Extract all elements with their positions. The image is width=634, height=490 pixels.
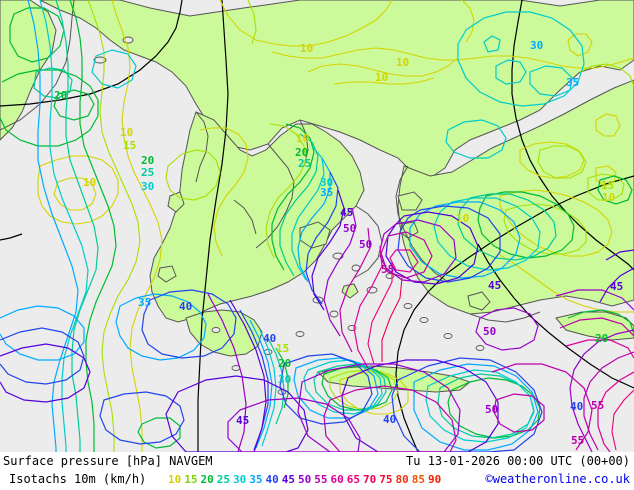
contour-label: 55: [571, 434, 584, 447]
contour-label: 10: [296, 132, 309, 145]
national-border-group: [0, 0, 634, 452]
contour-label: 40: [570, 400, 583, 413]
isotach-color-scale[interactable]: 10 15 20 25 30 35 40 45 50 55 60 65 70 75 80 85 90: [168, 473, 444, 486]
border-line-6: [0, 233, 23, 241]
scale-entry-50[interactable]: 50: [298, 473, 312, 486]
scale-entry-55[interactable]: 55: [314, 473, 328, 486]
scale-entry-65[interactable]: 65: [346, 473, 360, 486]
scale-entry-45[interactable]: 45: [281, 473, 295, 486]
contour-label: 30: [141, 180, 154, 193]
border-line-1: [0, 0, 183, 107]
island-kefalonia: [157, 265, 177, 283]
contour-label: 45: [236, 414, 249, 427]
product-subtitle: Isotachs 10m (km/h): [9, 472, 147, 486]
scale-entry-80[interactable]: 80: [395, 473, 409, 486]
contour-label: 35: [138, 296, 151, 309]
scale-entry-15[interactable]: 15: [184, 473, 198, 486]
scale-entry-20[interactable]: 20: [200, 473, 214, 486]
land-cyprus: [555, 311, 634, 341]
contour-label: 40: [179, 300, 192, 313]
valid-time: Tu 13-01-2026 00:00 UTC (00+00): [406, 454, 630, 468]
contour-label: 10: [456, 212, 469, 225]
isotach-30-group: [39, 0, 585, 452]
contour-label: 40: [263, 332, 276, 345]
island-corfu: [167, 191, 185, 213]
isotach-40-group: [0, 171, 543, 452]
contour-label: 25: [298, 157, 311, 170]
isotach-70-group: [381, 277, 403, 362]
contour-label: 15: [601, 179, 614, 192]
contour-label: 10: [375, 71, 388, 84]
contour-label: 35: [320, 186, 333, 199]
island-lesvos: [397, 191, 423, 211]
contour-label: 20: [278, 357, 291, 370]
contour-label: 10: [120, 126, 133, 139]
contour-label: 20: [141, 154, 154, 167]
contour-label: 10: [300, 42, 313, 55]
product-title: Surface pressure [hPa] NAVGEM: [3, 454, 213, 468]
contour-label: 35: [566, 76, 579, 89]
scale-entry-10[interactable]: 10: [168, 473, 182, 486]
border-line-2: [197, 0, 229, 452]
contour-label: 30: [320, 176, 333, 189]
map-footer: Surface pressure [hPa] NAVGEM Tu 13-01-2…: [0, 452, 634, 490]
scale-entry-30[interactable]: 30: [233, 473, 247, 486]
contour-label: 10: [396, 56, 409, 69]
footer-row-scale: Isotachs 10m (km/h) 10 15 20 25 30 35 40 45 50 55…: [0, 470, 634, 489]
weather-map-canvas[interactable]: 20 10 15 20 25 30 10 10 10 10 20 25 10 3…: [0, 0, 634, 452]
isotach-65-group: [367, 262, 634, 451]
contour-label: 45: [610, 280, 623, 293]
contour-label: 50: [359, 238, 372, 251]
contour-label: 20: [595, 332, 608, 345]
contour-label: 55: [381, 263, 394, 276]
contour-label: 25: [141, 166, 154, 179]
contour-label: 45: [340, 206, 353, 219]
isotach-50-group: [207, 207, 634, 452]
isotach-contour-svg: 20 10 15 20 25 30 10 10 10 10 20 25 10 3…: [0, 0, 634, 452]
contour-label: 50: [483, 325, 496, 338]
scale-entry-70[interactable]: 70: [363, 473, 377, 486]
isotach-20-group: [0, 0, 634, 452]
border-line-3: [511, 0, 634, 271]
footer-row-title: Surface pressure [hPa] NAVGEM Tu 13-01-2…: [0, 452, 634, 471]
contour-label: 50: [485, 403, 498, 416]
copyright-link[interactable]: ©weatheronline.co.uk: [485, 472, 631, 486]
isotach-55-group: [323, 227, 634, 452]
contour-label: 30: [530, 39, 543, 52]
scale-entry-60[interactable]: 60: [330, 473, 344, 486]
scale-entry-75[interactable]: 75: [379, 473, 393, 486]
contour-label: 50: [343, 222, 356, 235]
contour-label: 40: [383, 413, 396, 426]
contour-label: 15: [276, 342, 289, 355]
isotach-60-group: [353, 245, 634, 452]
scale-entry-85[interactable]: 85: [411, 473, 425, 486]
contour-label: 30: [278, 373, 291, 386]
scale-entry-35[interactable]: 35: [249, 473, 263, 486]
scale-entry-40[interactable]: 40: [265, 473, 279, 486]
contour-label: 20: [295, 146, 308, 159]
island-rhodes: [467, 291, 491, 311]
contour-label: 15: [123, 139, 136, 152]
isotach-45-group: [0, 189, 634, 452]
contour-label: 45: [488, 279, 501, 292]
contour-label: 55: [591, 399, 604, 412]
scale-entry-90[interactable]: 90: [428, 473, 442, 486]
contour-label: 10: [602, 191, 615, 204]
contour-label-group: 20 10 15 20 25 30 10 10 10 10 20 25 10 3…: [54, 39, 623, 447]
scale-entry-25[interactable]: 25: [216, 473, 230, 486]
isotach-10-group: [37, 0, 634, 452]
contour-label: 20: [54, 89, 67, 102]
contour-label: 10: [83, 176, 96, 189]
border-line-4: [395, 175, 634, 452]
